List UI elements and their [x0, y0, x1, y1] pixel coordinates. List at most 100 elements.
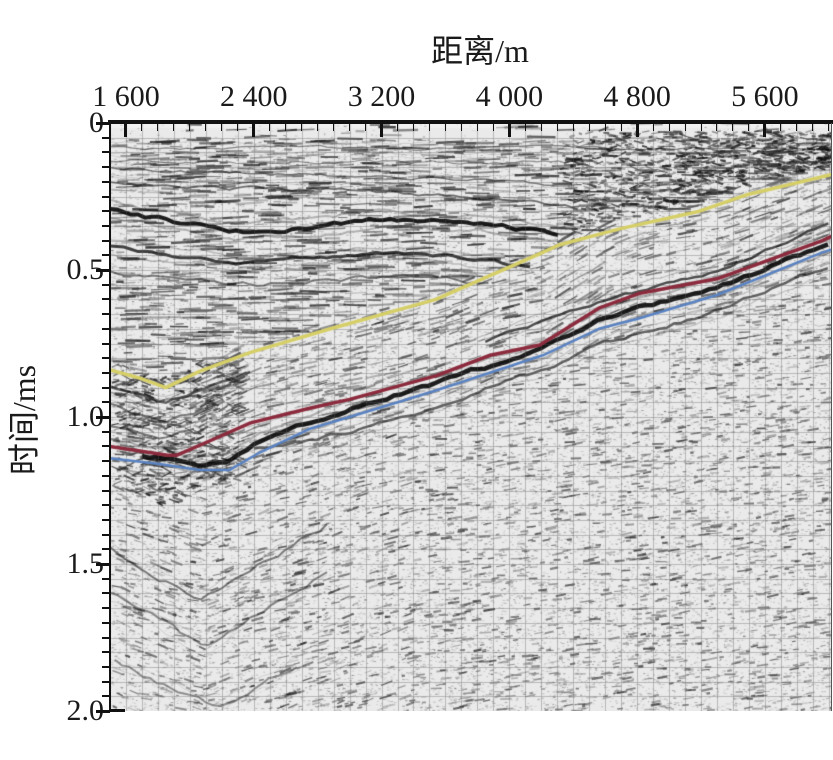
x-tick-label: 3 200	[347, 80, 416, 113]
y-minor-tick	[102, 386, 110, 389]
plot-right-border	[831, 123, 832, 711]
x-major-tick	[124, 124, 128, 137]
y-major-tick	[96, 121, 110, 125]
y-minor-tick	[102, 621, 110, 624]
x-minor-tick	[333, 124, 335, 131]
x-minor-tick	[237, 124, 239, 131]
y-minor-tick	[102, 327, 110, 330]
x-minor-tick	[684, 124, 686, 131]
x-minor-tick	[524, 124, 526, 131]
x-minor-tick	[221, 124, 223, 131]
y-major-tick	[96, 268, 110, 272]
x-minor-tick	[397, 124, 399, 131]
x-minor-tick	[301, 124, 303, 131]
y-minor-tick	[102, 592, 110, 595]
x-minor-tick	[780, 124, 782, 131]
y-minor-tick	[102, 460, 110, 463]
bottom-corner-tick	[110, 709, 125, 712]
y-minor-tick	[102, 283, 110, 286]
y-minor-tick	[102, 298, 110, 301]
x-minor-tick	[572, 124, 574, 131]
y-minor-tick	[102, 430, 110, 433]
x-minor-tick	[492, 124, 494, 131]
x-minor-tick	[716, 124, 718, 131]
x-minor-tick	[732, 124, 734, 131]
y-minor-tick	[102, 504, 110, 507]
x-minor-tick	[269, 124, 271, 131]
x-minor-tick	[812, 124, 814, 131]
x-minor-tick	[412, 124, 414, 131]
x-minor-tick	[428, 124, 430, 131]
y-minor-tick	[102, 210, 110, 213]
y-minor-tick	[102, 577, 110, 580]
y-minor-tick	[102, 195, 110, 198]
y-minor-tick	[102, 607, 110, 610]
x-minor-tick	[349, 124, 351, 131]
y-minor-tick	[102, 136, 110, 139]
y-minor-tick	[102, 371, 110, 374]
x-minor-tick	[476, 124, 478, 131]
x-minor-tick	[173, 124, 175, 131]
x-minor-tick	[460, 124, 462, 131]
y-minor-tick	[102, 342, 110, 345]
x-minor-tick	[205, 124, 207, 131]
y-minor-tick	[102, 651, 110, 654]
y-tick-label: 1.5	[66, 547, 105, 580]
y-minor-tick	[102, 518, 110, 521]
y-minor-tick	[102, 401, 110, 404]
x-tick-label: 5 600	[731, 80, 799, 113]
y-tick-label: 0	[0, 104, 104, 142]
x-minor-tick	[700, 124, 702, 131]
y-tick-label: 2.0	[66, 694, 105, 727]
x-minor-tick	[588, 124, 590, 131]
y-minor-tick	[102, 166, 110, 169]
x-minor-tick	[540, 124, 542, 131]
x-minor-tick	[365, 124, 367, 131]
y-minor-tick	[102, 357, 110, 360]
x-minor-tick	[157, 124, 159, 131]
y-major-tick	[96, 709, 110, 713]
x-minor-tick	[317, 124, 319, 131]
y-minor-tick	[102, 489, 110, 492]
x-major-tick	[252, 124, 256, 137]
x-minor-tick	[668, 124, 670, 131]
x-axis-title: 距离/m	[431, 33, 529, 69]
y-axis-line	[109, 120, 111, 711]
y-tick-label: 1.0	[66, 400, 105, 433]
x-minor-tick	[109, 124, 111, 131]
x-major-tick	[380, 124, 384, 137]
y-minor-tick	[102, 151, 110, 154]
y-minor-tick	[102, 636, 110, 639]
x-minor-tick	[796, 124, 798, 131]
x-minor-tick	[189, 124, 191, 131]
y-minor-tick	[102, 254, 110, 257]
x-tick-label: 4 000	[475, 80, 544, 113]
y-tick-label: 0.5	[66, 253, 105, 286]
x-major-tick	[507, 124, 511, 137]
x-major-tick	[763, 124, 767, 137]
y-major-tick	[96, 562, 110, 566]
x-minor-tick	[604, 124, 606, 131]
x-minor-tick	[556, 124, 558, 131]
x-tick-label: 4 800	[603, 80, 671, 113]
y-major-tick	[96, 415, 110, 419]
y-minor-tick	[102, 665, 110, 668]
y-minor-tick	[102, 180, 110, 183]
y-minor-tick	[102, 680, 110, 683]
y-minor-tick	[102, 474, 110, 477]
x-minor-tick	[141, 124, 143, 131]
y-minor-tick	[102, 224, 110, 227]
x-minor-tick	[748, 124, 750, 131]
y-minor-tick	[102, 445, 110, 448]
x-minor-tick	[285, 124, 287, 131]
x-minor-tick	[444, 124, 446, 131]
x-major-tick	[635, 124, 639, 137]
x-minor-tick	[620, 124, 622, 131]
y-minor-tick	[102, 239, 110, 242]
seismic-section-canvas	[110, 123, 832, 711]
x-tick-label: 1 600	[92, 80, 160, 113]
y-minor-tick	[102, 533, 110, 536]
x-minor-tick	[828, 124, 830, 131]
y-minor-tick	[102, 313, 110, 316]
